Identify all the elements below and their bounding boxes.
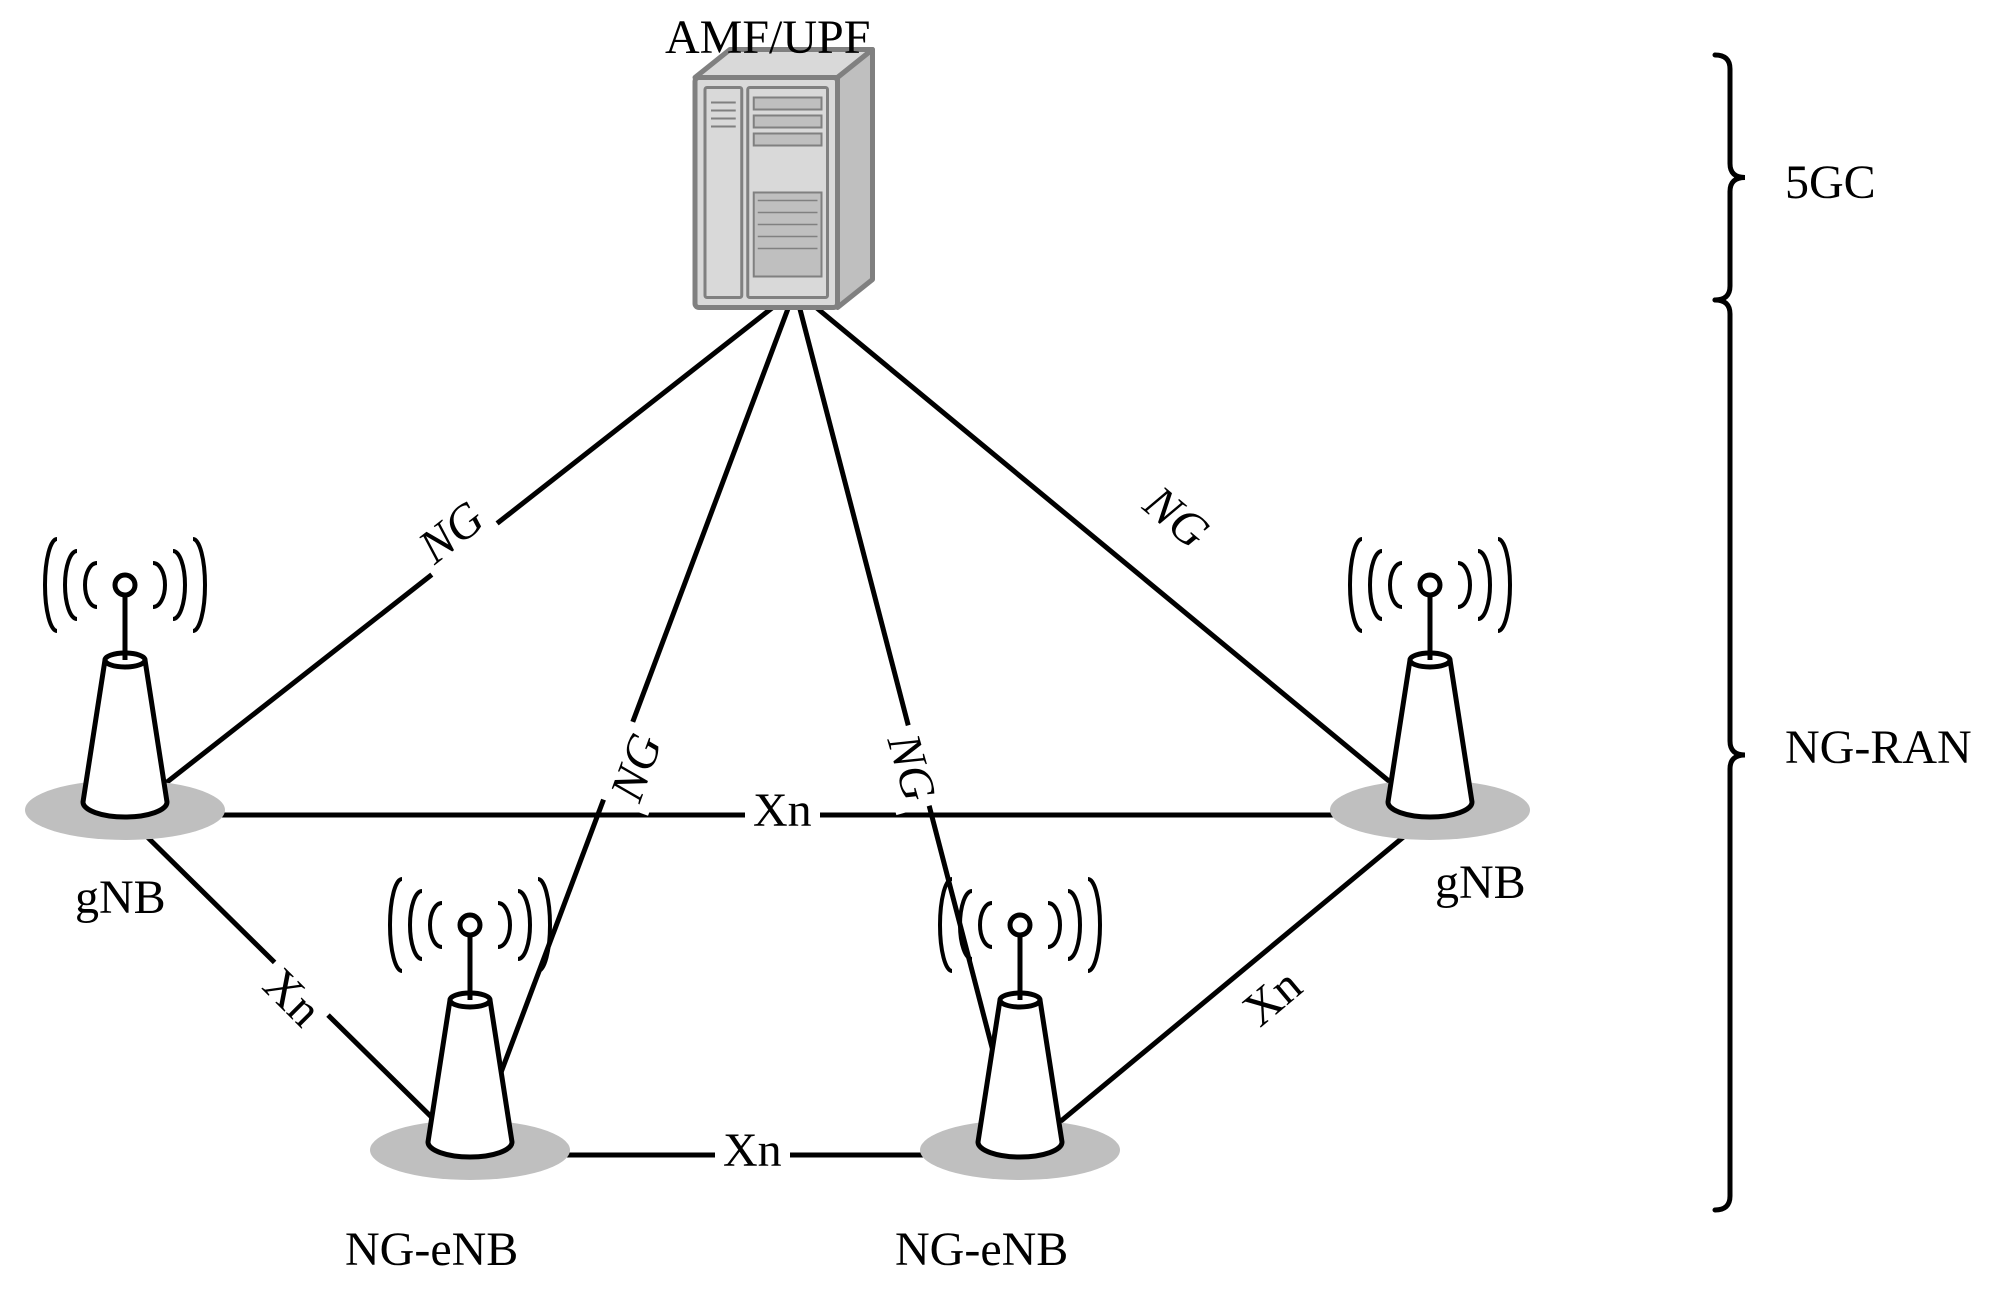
diagram-svg-layer bbox=[0, 0, 1999, 1316]
node-label: NG-eNB bbox=[895, 1222, 1068, 1277]
node-label: AMF/UPF bbox=[665, 10, 870, 65]
region-label: NG-RAN bbox=[1785, 720, 1972, 775]
edge-label: Xn bbox=[715, 1123, 790, 1178]
edge-label: Xn bbox=[745, 783, 820, 838]
node-label: gNB bbox=[1435, 855, 1526, 910]
node-label: gNB bbox=[75, 870, 166, 925]
node-label: NG-eNB bbox=[345, 1222, 518, 1277]
region-label: 5GC bbox=[1785, 155, 1876, 210]
network-diagram: NGNGNGNGXnXnXnXnAMF/UPFgNBgNBNG-eNBNG-eN… bbox=[0, 0, 1999, 1316]
